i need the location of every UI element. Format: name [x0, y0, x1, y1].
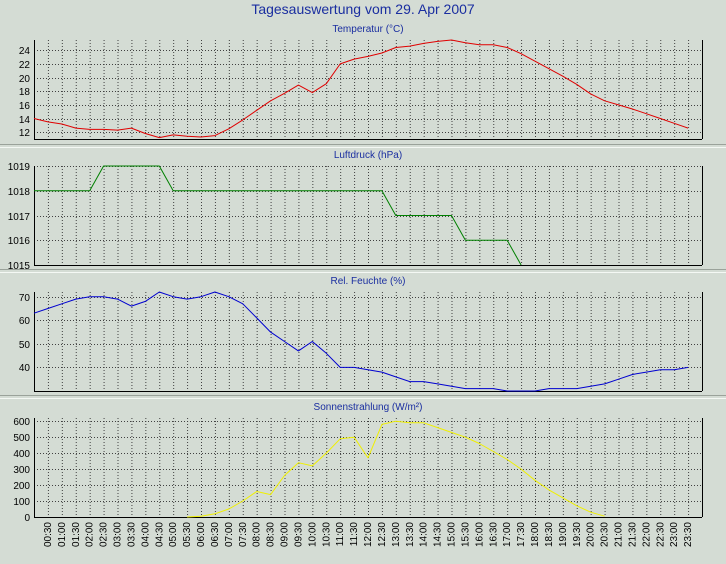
x-tick-label: 09:00 — [280, 522, 291, 547]
x-tick-label: 00:30 — [43, 522, 54, 547]
x-tick-label: 15:00 — [447, 522, 458, 547]
x-tick-label: 14:30 — [433, 522, 444, 547]
x-tick-label: 16:30 — [488, 522, 499, 547]
x-tick-label: 10:00 — [307, 522, 318, 547]
plot-area — [34, 292, 702, 391]
x-tick-label: 16:00 — [474, 522, 485, 547]
x-tick-label: 20:30 — [600, 522, 611, 547]
x-tick-label: 07:30 — [238, 522, 249, 547]
y-tick-label: 14 — [19, 115, 31, 126]
x-tick-label: 01:00 — [57, 522, 68, 547]
x-tick-label: 13:00 — [391, 522, 402, 547]
x-tick-label: 06:30 — [210, 522, 221, 547]
x-tick-label: 09:30 — [293, 522, 304, 547]
x-tick-label: 02:30 — [99, 522, 110, 547]
x-tick-label: 19:00 — [558, 522, 569, 547]
plot-area — [34, 166, 702, 265]
x-tick-label: 21:00 — [614, 522, 625, 547]
x-tick-label: 12:00 — [363, 522, 374, 547]
x-tick-label: 11:00 — [335, 522, 346, 547]
x-tick-label: 14:00 — [419, 522, 430, 547]
x-tick-label: 10:30 — [321, 522, 332, 547]
series-line — [33, 39, 689, 139]
x-tick-label: 12:30 — [377, 522, 388, 547]
y-tick-label: 1018 — [8, 187, 31, 198]
panel-separator — [0, 144, 726, 148]
x-tick-label: 08:00 — [252, 522, 263, 547]
x-tick-label: 04:30 — [154, 522, 165, 547]
panel-title: Luftdruck (hPa) — [334, 150, 402, 161]
x-tick-label: 21:30 — [627, 522, 638, 547]
y-tick-label: 300 — [13, 465, 30, 476]
x-tick-label: 06:00 — [196, 522, 207, 547]
series-line — [33, 291, 689, 392]
y-tick-label: 12 — [19, 128, 31, 139]
x-tick-label: 23:30 — [683, 522, 694, 547]
y-tick-label: 200 — [13, 481, 30, 492]
x-tick-label: 04:00 — [140, 522, 151, 547]
x-tick-label: 17:00 — [502, 522, 513, 547]
x-tick-label: 01:30 — [71, 522, 82, 547]
y-tick-label: 24 — [19, 46, 31, 57]
y-tick-label: 1019 — [8, 162, 31, 173]
series-line — [34, 165, 522, 266]
panel-title: Temperatur (°C) — [332, 24, 403, 35]
y-tick-label: 1016 — [8, 236, 31, 247]
x-tick-label: 18:30 — [544, 522, 555, 547]
y-tick-label: 1015 — [8, 261, 31, 272]
x-tick-label: 13:30 — [405, 522, 416, 547]
x-tick-label: 08:30 — [266, 522, 277, 547]
panel-separator — [0, 395, 726, 399]
page-title: Tagesauswertung vom 29. Apr 2007 — [251, 1, 475, 17]
x-tick-label: 02:00 — [85, 522, 96, 547]
y-tick-label: 22 — [19, 60, 31, 71]
y-tick-label: 400 — [13, 449, 30, 460]
panel-separator — [0, 269, 726, 273]
y-tick-label: 0 — [24, 513, 30, 524]
x-tick-label: 20:00 — [586, 522, 597, 547]
y-tick-label: 50 — [19, 340, 31, 351]
y-tick-label: 1017 — [8, 212, 31, 223]
x-tick-label: 03:00 — [113, 522, 124, 547]
y-tick-label: 500 — [13, 433, 30, 444]
y-tick-label: 600 — [13, 417, 30, 428]
y-tick-label: 18 — [19, 87, 31, 98]
x-tick-label: 11:30 — [349, 522, 360, 547]
x-tick-label: 23:00 — [669, 522, 680, 547]
y-tick-label: 20 — [19, 74, 31, 85]
x-tick-label: 22:00 — [641, 522, 652, 547]
plot-area — [34, 418, 702, 517]
x-tick-label: 05:30 — [182, 522, 193, 547]
x-tick-label: 15:30 — [460, 522, 471, 547]
x-tick-label: 03:30 — [126, 522, 137, 547]
series-line — [187, 420, 605, 518]
x-tick-label: 05:00 — [168, 522, 179, 547]
y-tick-label: 70 — [19, 293, 31, 304]
panel-title: Sonnenstrahlung (W/m²) — [314, 402, 423, 413]
y-tick-label: 60 — [19, 316, 31, 327]
y-tick-label: 100 — [13, 497, 30, 508]
y-tick-label: 16 — [19, 101, 31, 112]
panel-title: Rel. Feuchte (%) — [330, 276, 405, 287]
x-tick-label: 19:30 — [572, 522, 583, 547]
y-tick-label: 40 — [19, 363, 31, 374]
x-tick-label: 22:30 — [655, 522, 666, 547]
x-tick-label: 07:00 — [224, 522, 235, 547]
x-tick-label: 17:30 — [516, 522, 527, 547]
x-tick-label: 18:00 — [530, 522, 541, 547]
